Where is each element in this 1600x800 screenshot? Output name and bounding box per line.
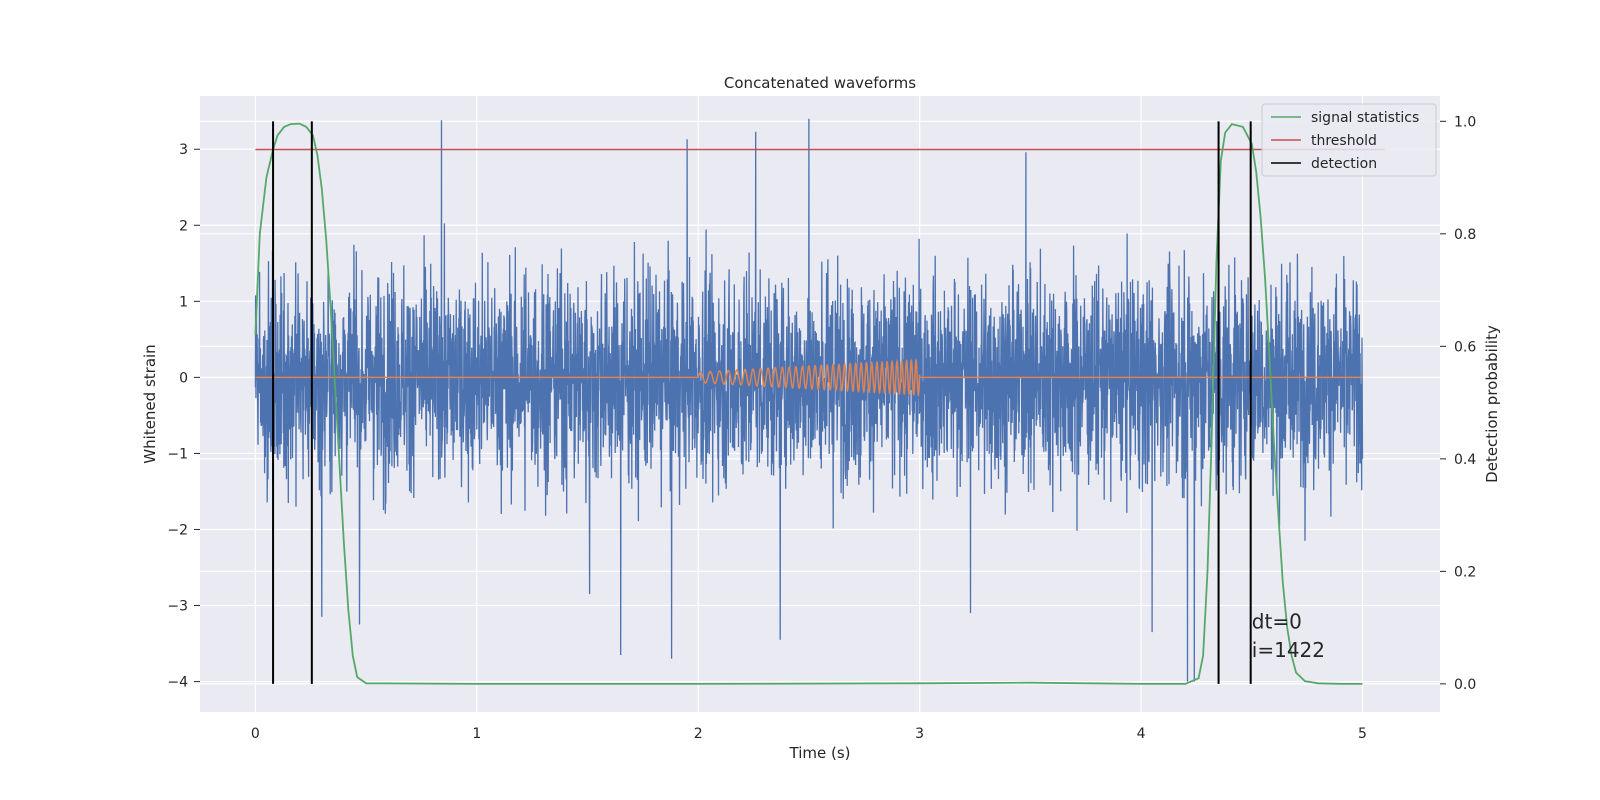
signal-statistics-line	[254, 122, 1363, 685]
strain-series-line	[254, 118, 1364, 682]
y-tick-label: 1	[179, 294, 188, 310]
x-axis-label: Time (s)	[789, 744, 851, 762]
y2-tick-label: 0.4	[1454, 452, 1476, 468]
y2-axis-label: Detection probability	[1483, 325, 1501, 483]
x-tick-label: 0	[251, 726, 260, 742]
legend-label-threshold: threshold	[1311, 133, 1377, 149]
y-tick-label: 3	[179, 142, 188, 158]
x-tick-label: 5	[1358, 726, 1367, 742]
y-axis-label: Whitened strain	[141, 344, 159, 463]
annotation-dt: dt=0	[1252, 609, 1302, 633]
y2-tick-label: 1.0	[1454, 114, 1476, 130]
axes-layer: 0 1 2 3 4 5 −4 −3 −2 −1 0 1 2 3 0.0 0.2 0.4 0.6 0.8 1.0	[167, 114, 1476, 742]
y-tick-label: 2	[179, 218, 188, 234]
annotation-index: i=1422	[1252, 638, 1325, 662]
y-tick-label: −1	[167, 446, 188, 462]
y-tick-label: −2	[167, 522, 188, 538]
y2-tick-label: 0.6	[1454, 339, 1476, 355]
x-tick-label: 3	[915, 726, 924, 742]
y2-tick-label: 0.0	[1454, 677, 1476, 693]
chart-title: Concatenated waveforms	[724, 74, 916, 92]
template-series-line	[255, 358, 1363, 397]
y2-tick-label: 0.8	[1454, 227, 1476, 243]
x-tick-label: 1	[472, 726, 481, 742]
y-tick-label: −4	[167, 675, 188, 691]
y2-tick-label: 0.2	[1454, 564, 1476, 580]
legend-label-signal-statistics: signal statistics	[1311, 110, 1419, 126]
x-tick-label: 4	[1137, 726, 1146, 742]
y-tick-label: 0	[179, 370, 188, 386]
y-tick-label: −3	[167, 599, 188, 615]
legend: signal statistics threshold detection	[1261, 103, 1437, 177]
legend-box	[1261, 103, 1437, 177]
legend-label-detection: detection	[1311, 156, 1377, 172]
series-layer	[254, 118, 1385, 685]
x-tick-label: 2	[694, 726, 703, 742]
